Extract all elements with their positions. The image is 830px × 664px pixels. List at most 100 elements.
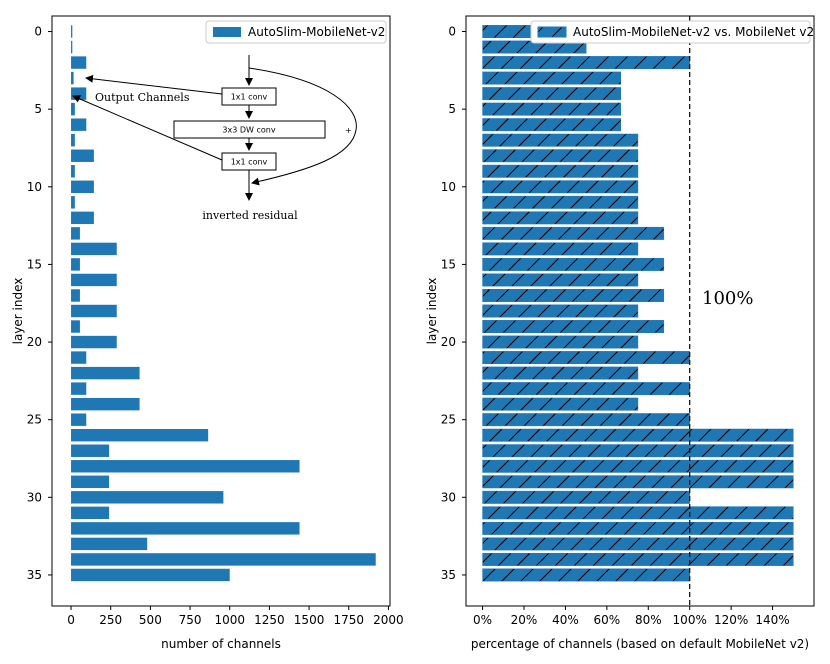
bar [71,196,75,209]
bar [482,521,794,535]
bar [482,56,690,70]
x-tick-label: 0 [67,613,75,627]
bar [482,133,639,147]
bar [482,226,665,240]
bar [482,475,794,489]
left-y-ticks: 0 5 10 15 20 25 30 35 [27,25,52,582]
bar [482,164,639,178]
bar [71,491,224,504]
bar [482,552,794,566]
x-tick-label: 40% [552,613,579,627]
bar [71,149,94,162]
bar [71,25,73,38]
bar [482,304,639,318]
y-tick-label: 20 [27,335,42,349]
y-tick-label: 25 [27,413,42,427]
x-tick-label: 250 [99,613,122,627]
x-tick-label: 0% [473,613,492,627]
bar [482,335,639,349]
bar [71,506,110,520]
right-y-axis-label: layer index [425,278,439,345]
y-tick-label: 10 [441,180,456,194]
x-tick-label: 1250 [254,613,285,627]
x-tick-label: 60% [594,613,621,627]
bar [71,273,117,287]
y-tick-label: 15 [27,257,42,271]
right-axes-frame [465,15,815,607]
skip-connection-arrow [248,67,357,186]
diagram-title: inverted residual [202,209,298,222]
bar [482,428,794,442]
output-channels-label: Output Channels [95,91,190,104]
left-legend: AutoSlim-MobileNet-v2 [205,20,387,44]
bar [71,242,117,256]
conv-block-2-label: 1x1 conv [231,158,268,167]
left-y-axis-label: layer index [11,278,25,345]
reference-line-label: 100% [702,288,753,309]
bar [71,289,80,302]
x-tick-label: 750 [179,613,202,627]
bar [71,397,140,411]
left-axes-frame [51,15,391,607]
bar [71,320,80,333]
bar [71,553,376,566]
bar [482,351,690,365]
bar [71,102,75,116]
x-tick-label: 140% [755,613,789,627]
right-legend-swatch [537,26,567,38]
bar [71,444,110,457]
bar [71,429,209,442]
bar [71,351,87,364]
bar [482,211,639,225]
y-tick-label: 0 [448,25,456,39]
bar [71,118,87,131]
right-legend: AutoSlim-MobileNet-v2 vs. MobileNet v2 [530,20,814,44]
left-x-axis-label: number of channels [161,637,281,651]
bar [482,71,621,85]
bar [482,118,621,132]
y-tick-label: 15 [441,257,456,271]
y-tick-label: 10 [27,180,42,194]
bar [482,444,794,458]
x-tick-label: 20% [511,613,538,627]
bar [482,537,794,551]
x-tick-label: 2000 [373,613,404,627]
right-x-ticks: 0% 20% 40% 60% 80% 100% 120% 140% [473,606,790,627]
bar [482,490,690,504]
bar [71,211,94,225]
bar [71,134,75,147]
bar [71,537,148,551]
bar [71,165,75,178]
x-tick-label: 100% [673,613,707,627]
x-tick-label: 1750 [333,613,364,627]
bar [71,335,117,349]
bar [482,568,690,582]
bar [482,25,535,38]
y-tick-label: 25 [441,413,456,427]
bar [71,180,94,193]
dw-conv-block-label: 3x3 DW conv [222,126,275,135]
y-tick-label: 30 [441,490,456,504]
bar [71,304,117,318]
x-tick-label: 500 [139,613,162,627]
bar [482,257,665,271]
bar [482,180,639,194]
y-tick-label: 0 [34,25,42,39]
bar [71,460,300,473]
left-x-ticks: 0 250 500 750 1000 1250 1500 1750 2000 [67,606,404,627]
output-channels-arrow-1 [85,74,223,95]
bar [482,289,665,302]
bar [71,568,230,582]
right-legend-label: AutoSlim-MobileNet-v2 vs. MobileNet v2 [573,25,814,39]
y-tick-label: 35 [441,568,456,582]
y-tick-label: 20 [441,335,456,349]
bar [71,366,140,380]
right-y-ticks: 0 5 10 15 20 25 30 35 [441,25,466,582]
channel-percentage-bar-chart: 0% 20% 40% 60% 80% 100% 120% 140% 0 5 10 15 20 25 30 3… [425,15,815,651]
inverted-residual-diagram: 1x1 conv 3x3 DW conv 1x1 conv + inverted… [72,55,357,222]
left-legend-label: AutoSlim-MobileNet-v2 [248,25,385,39]
bar [482,382,690,396]
bar [71,40,73,54]
left-legend-swatch [213,27,241,37]
bar [482,149,639,163]
